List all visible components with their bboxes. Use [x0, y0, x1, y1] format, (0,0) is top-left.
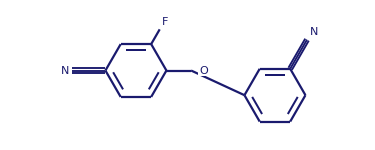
Text: N: N [310, 27, 318, 37]
Text: O: O [199, 66, 208, 75]
Text: N: N [61, 66, 69, 75]
Text: F: F [162, 17, 168, 27]
